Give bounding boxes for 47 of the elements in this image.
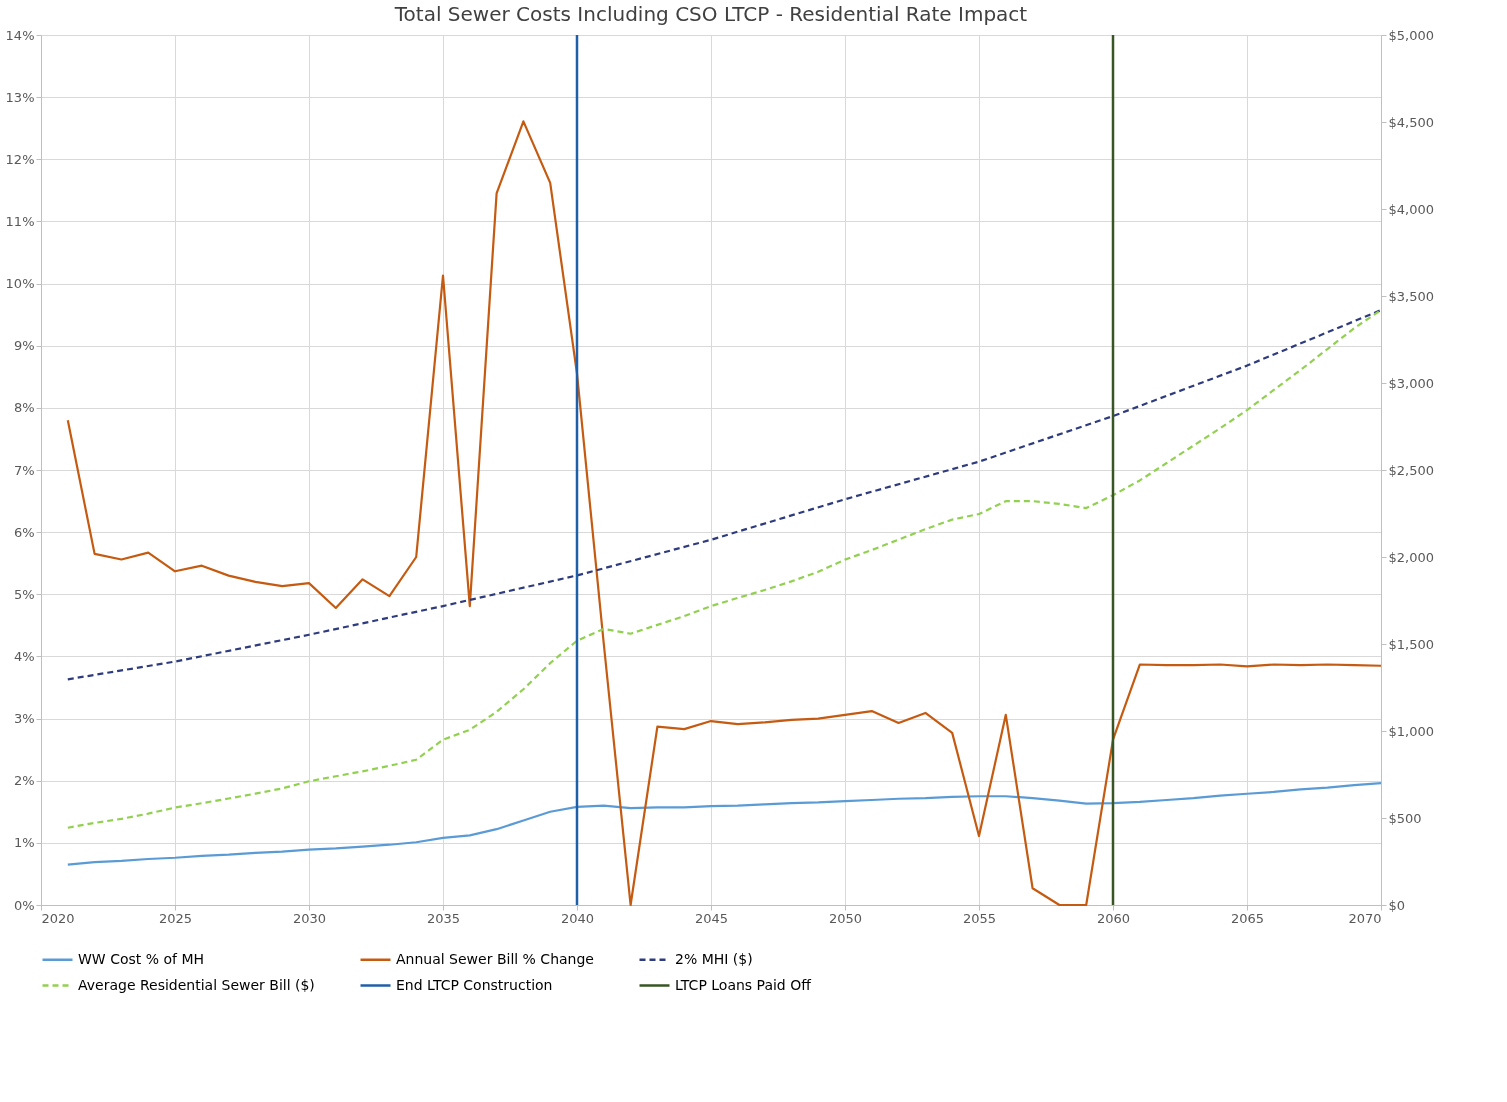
y-tick-label: 5% bbox=[13, 586, 35, 602]
x-tick-label: 2040 bbox=[560, 910, 595, 926]
line-series bbox=[66, 120, 1383, 907]
y-tick-label: 13% bbox=[5, 89, 35, 105]
line-series bbox=[66, 308, 1383, 681]
y-tick-label: 6% bbox=[13, 524, 35, 540]
x-tick-label: 2060 bbox=[1096, 910, 1131, 926]
y-tick-label: 10% bbox=[5, 276, 35, 292]
x-tick-label: 2035 bbox=[426, 910, 461, 926]
y-tick-label: 1% bbox=[13, 835, 35, 851]
legend-label: Average Residential Sewer Bill ($) bbox=[78, 976, 315, 993]
legend-label: LTCP Loans Paid Off bbox=[675, 976, 812, 993]
y-tick-label: 8% bbox=[13, 400, 35, 416]
legend-label: 2% MHI ($) bbox=[675, 950, 753, 967]
legend-label: Annual Sewer Bill % Change bbox=[396, 950, 594, 967]
x-tick-label: 2070 bbox=[1348, 910, 1382, 926]
legend-label: WW Cost % of MH bbox=[78, 950, 205, 967]
y2-tick-label: $4,000 bbox=[1388, 201, 1434, 217]
x-tick-label: 2020 bbox=[41, 910, 75, 926]
x-tick-label: 2055 bbox=[962, 910, 997, 926]
y2-tick-label: $1,500 bbox=[1388, 636, 1434, 652]
y2-tick-label: $1,000 bbox=[1388, 723, 1434, 739]
y2-tick-label: $500 bbox=[1388, 810, 1422, 826]
x-tick-label: 2025 bbox=[158, 910, 193, 926]
line-series bbox=[66, 782, 1383, 866]
y-tick-label: 2% bbox=[13, 773, 35, 789]
y2-tick-label: $5,000 bbox=[1388, 27, 1434, 43]
x-tick-label: 2045 bbox=[694, 910, 729, 926]
y-tick-label: 3% bbox=[13, 711, 35, 727]
y-tick-label: 11% bbox=[5, 213, 35, 229]
y-tick-label: 7% bbox=[13, 462, 35, 478]
y-tick-label: 12% bbox=[5, 151, 35, 167]
y2-tick-label: $2,500 bbox=[1388, 462, 1434, 478]
x-tick-label: 2050 bbox=[828, 910, 863, 926]
y2-tick-label: $2,000 bbox=[1388, 549, 1434, 565]
x-tick-label: 2065 bbox=[1230, 910, 1265, 926]
y-tick-label: 9% bbox=[13, 338, 35, 354]
y2-tick-label: $3,500 bbox=[1388, 288, 1434, 304]
x-tick-label: 2030 bbox=[292, 910, 327, 926]
chart-title: Total Sewer Costs Including CSO LTCP - Residential Rate Impact bbox=[393, 2, 1028, 26]
y2-tick-label: $4,500 bbox=[1388, 114, 1434, 130]
y-tick-label: 4% bbox=[13, 648, 35, 664]
y2-tick-label: $3,000 bbox=[1388, 375, 1434, 391]
y2-tick-label: $0 bbox=[1388, 897, 1406, 913]
legend-label: End LTCP Construction bbox=[396, 976, 553, 993]
y-tick-label: 14% bbox=[5, 27, 35, 43]
y-tick-label: 0% bbox=[13, 897, 35, 913]
